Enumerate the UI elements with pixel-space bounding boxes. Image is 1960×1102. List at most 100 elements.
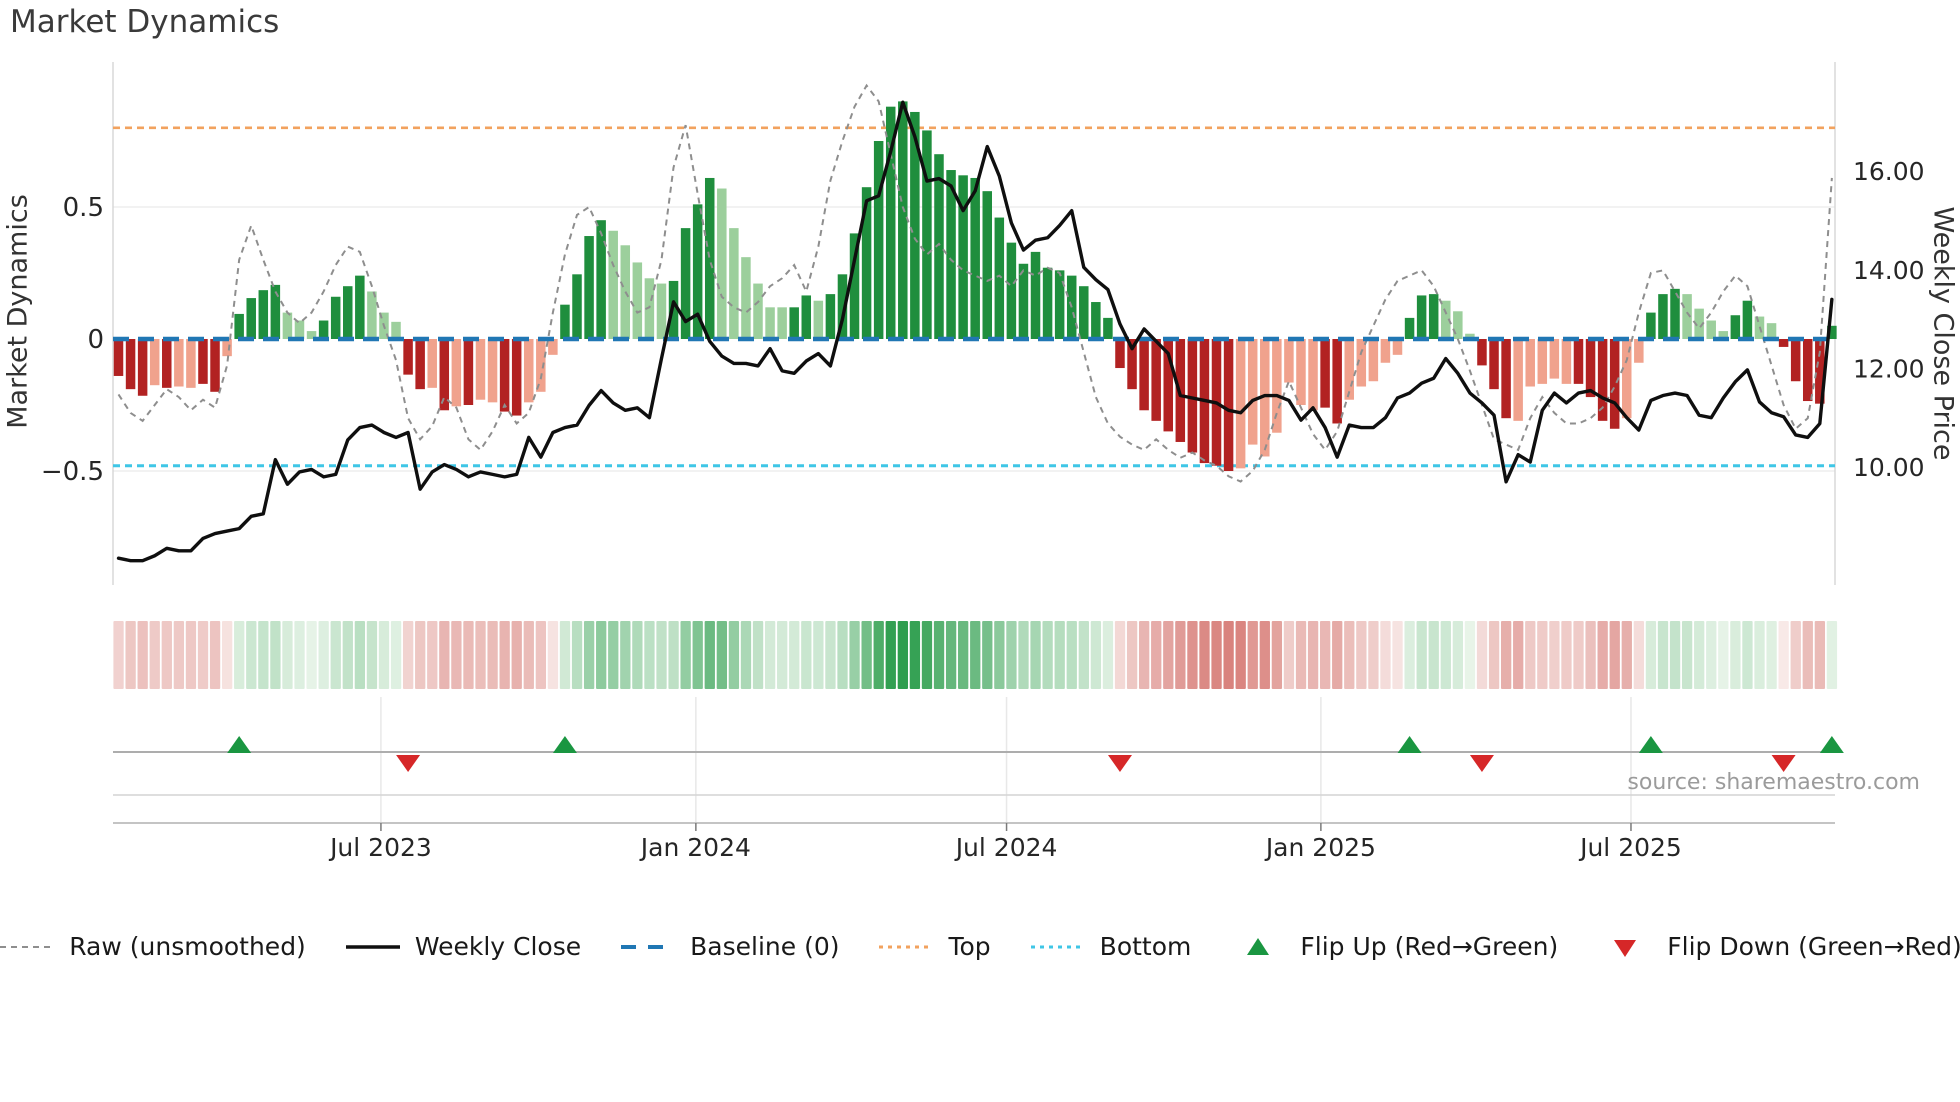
osc-bar: [680, 228, 691, 339]
solid-line-icon: [345, 944, 400, 949]
osc-bar: [1742, 300, 1753, 339]
osc-bar: [427, 339, 437, 388]
osc-bar: [415, 339, 425, 390]
heat-cell: [1042, 621, 1053, 689]
legend-item: Bottom: [1029, 932, 1192, 961]
flip-up-marker: [1819, 736, 1844, 753]
osc-bar: [137, 339, 148, 396]
heat-cell: [342, 621, 353, 689]
osc-bar: [125, 339, 136, 390]
osc-bar: [318, 320, 329, 339]
right-tick-label: 16.00: [1853, 157, 1925, 186]
heat-cell: [523, 621, 534, 689]
heat-cell: [1826, 621, 1838, 689]
heat-cell: [1549, 621, 1560, 689]
heat-cell: [1392, 621, 1403, 689]
heat-cell: [306, 621, 317, 689]
osc-bar: [463, 339, 474, 405]
osc-bar: [499, 339, 510, 412]
osc-bar: [934, 154, 944, 339]
osc-bar: [898, 101, 908, 340]
osc-bar: [596, 220, 606, 339]
heat-cell: [1525, 621, 1536, 689]
heat-cell: [1428, 621, 1439, 689]
osc-bar: [1006, 242, 1017, 339]
heat-cell: [1742, 621, 1753, 689]
osc-bar: [343, 286, 353, 339]
heat-cell: [535, 621, 547, 689]
osc-bar: [1018, 263, 1029, 339]
x-tick-label: Jan 2025: [1264, 833, 1376, 862]
heat-cell: [258, 621, 269, 689]
legend-label: Bottom: [1099, 932, 1192, 961]
heat-cell: [1090, 621, 1102, 689]
osc-bar: [1815, 339, 1825, 404]
heat-cell: [415, 621, 426, 689]
heat-cell: [330, 621, 341, 689]
heat-cell: [402, 621, 414, 689]
heat-cell: [439, 621, 450, 689]
osc-bar: [1320, 339, 1330, 408]
heat-cell: [909, 621, 921, 689]
osc-bar: [1404, 317, 1415, 339]
osc-bar: [1453, 311, 1463, 339]
heat-cell: [1175, 621, 1186, 689]
osc-bar: [1235, 339, 1246, 469]
osc-bar: [162, 339, 172, 388]
heat-cell: [1320, 621, 1331, 689]
osc-bar: [837, 274, 848, 339]
heat-cell: [1573, 621, 1584, 689]
heat-cell: [451, 621, 462, 689]
heat-cell: [1271, 621, 1283, 689]
osc-bar: [1284, 339, 1294, 383]
legend-label: Raw (unsmoothed): [69, 932, 306, 961]
osc-bar: [439, 339, 450, 411]
heat-cell: [511, 621, 522, 689]
osc-bar: [113, 339, 124, 376]
chart-title: Market Dynamics: [10, 4, 280, 40]
osc-bar: [1513, 339, 1523, 421]
heat-cell: [1440, 621, 1451, 689]
heat-cell: [1368, 621, 1379, 689]
heat-cell: [1102, 621, 1114, 689]
flip-down-marker: [396, 755, 421, 772]
heat-cell: [366, 621, 378, 689]
osc-bar: [1030, 251, 1041, 339]
osc-bar: [306, 331, 317, 339]
heat-cell: [1681, 621, 1693, 689]
heat-cell: [547, 621, 559, 689]
heat-cell: [740, 621, 752, 689]
heat-cell: [825, 621, 836, 689]
heat-cell: [378, 621, 390, 689]
heat-cell: [933, 621, 945, 689]
osc-bar: [717, 188, 727, 339]
right-tick-label: 12.00: [1853, 354, 1925, 383]
osc-bar: [1634, 339, 1644, 363]
osc-bar: [1356, 339, 1367, 387]
osc-bar: [1730, 315, 1741, 339]
heat-cell: [1380, 621, 1391, 689]
heat-cell: [246, 621, 257, 689]
osc-bar: [910, 111, 920, 340]
osc-bar: [777, 307, 787, 339]
heat-cell: [318, 621, 329, 689]
osc-bar: [922, 130, 932, 339]
osc-bar: [355, 275, 365, 339]
osc-bar: [1694, 308, 1704, 339]
heat-cell: [1054, 621, 1065, 689]
heat-cell: [1597, 621, 1608, 689]
heat-cell: [1537, 621, 1548, 689]
heat-cell: [1802, 621, 1813, 689]
heat-cell: [1211, 621, 1222, 689]
osc-bar: [801, 295, 812, 339]
osc-bar: [1042, 267, 1053, 339]
heat-cell: [1259, 621, 1270, 689]
legend-label: Baseline (0): [690, 932, 840, 961]
osc-bar: [536, 339, 546, 392]
flip-down-marker: [1469, 755, 1494, 772]
heat-cell: [185, 621, 197, 689]
heat-cell: [354, 621, 366, 689]
heat-cell: [1030, 621, 1041, 689]
heat-cell: [1669, 621, 1681, 689]
chart-legend: Raw (unsmoothed) Weekly Close Baseline (0)…: [0, 932, 1960, 961]
